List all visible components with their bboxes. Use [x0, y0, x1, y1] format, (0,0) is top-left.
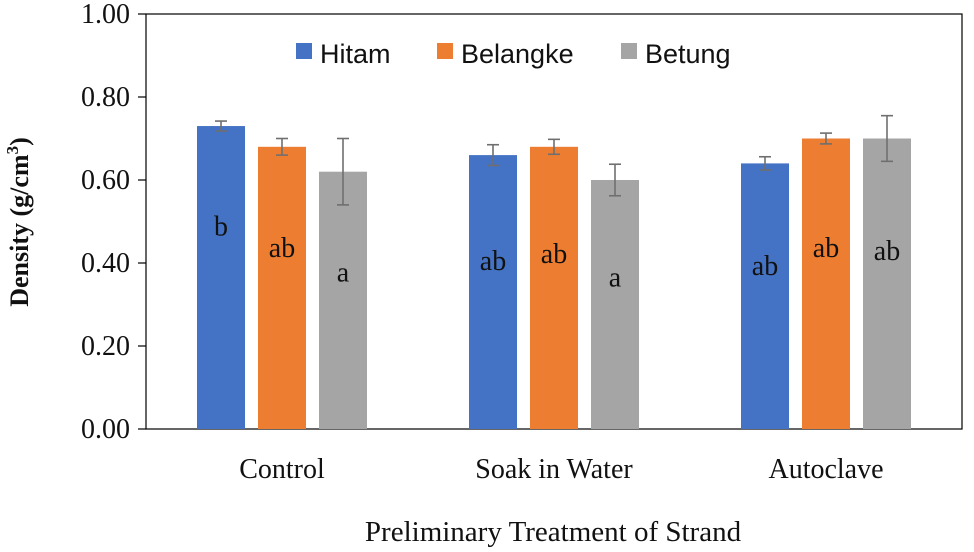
- significance-label-hitam: ab: [752, 251, 778, 282]
- legend-label-belangke: Belangke: [461, 39, 574, 69]
- legend-swatch-betung: [621, 43, 637, 59]
- y-tick-label: 0.00: [81, 414, 130, 445]
- significance-label-hitam: b: [214, 212, 228, 243]
- bar-betung: [863, 138, 911, 429]
- significance-label-betung: a: [609, 263, 622, 294]
- y-axis-ticks: 0.00 0.20 0.40 0.60 0.80 1.00: [81, 0, 146, 445]
- significance-label-betung: ab: [874, 236, 900, 267]
- bar-belangke: [802, 138, 850, 429]
- significance-label-belangke: ab: [269, 233, 295, 264]
- bar-belangke: [258, 146, 306, 430]
- significance-label-hitam: ab: [480, 246, 506, 277]
- y-tick-label: 0.40: [81, 248, 130, 279]
- x-axis-title: Preliminary Treatment of Strand: [365, 516, 742, 548]
- bar-belangke: [530, 146, 578, 430]
- significance-label-belangke: ab: [541, 239, 567, 270]
- y-tick-label: 0.80: [81, 82, 130, 113]
- bar-betung: [319, 171, 367, 429]
- y-axis-title-main: Density (g/cm: [5, 154, 34, 307]
- y-axis-title-suffix: ): [5, 137, 34, 146]
- x-tick-label: Soak in Water: [475, 454, 633, 485]
- significance-label-belangke: ab: [813, 233, 839, 264]
- significance-labels-group: b ab a ab ab a ab ab ab: [214, 212, 900, 294]
- y-tick-label: 0.60: [81, 165, 130, 196]
- y-axis-title-superscript: 3: [3, 146, 22, 155]
- bar-hitam: [469, 155, 517, 429]
- x-axis-ticks: Control Soak in Water Autoclave: [239, 454, 883, 485]
- legend: Hitam Belangke Betung: [296, 39, 731, 69]
- bars-group: [197, 126, 911, 430]
- x-tick-label: Autoclave: [768, 454, 883, 485]
- bar-betung: [591, 180, 639, 429]
- y-tick-label: 0.20: [81, 331, 130, 362]
- x-tick-label: Control: [239, 454, 325, 485]
- significance-label-betung: a: [337, 257, 350, 288]
- y-tick-label: 1.00: [81, 0, 130, 30]
- legend-label-betung: Betung: [645, 39, 731, 69]
- bar-hitam: [197, 126, 245, 430]
- legend-swatch-belangke: [437, 43, 453, 59]
- bar-hitam: [741, 163, 789, 429]
- legend-swatch-hitam: [296, 43, 312, 59]
- legend-label-hitam: Hitam: [320, 39, 391, 69]
- y-axis-title: Density (g/cm3): [3, 137, 34, 307]
- error-bars-group: [215, 114, 893, 206]
